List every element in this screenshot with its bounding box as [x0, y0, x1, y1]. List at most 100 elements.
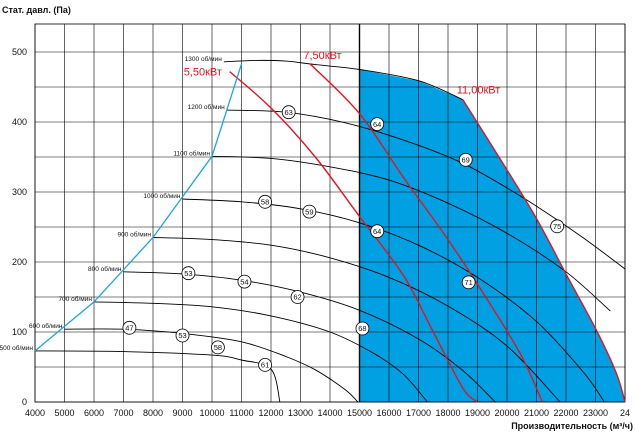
- y-tick-label: 500: [12, 47, 27, 57]
- marker-label: 53: [184, 269, 192, 278]
- x-tick-label: 16000: [376, 408, 401, 418]
- y-tick-label: 100: [12, 327, 27, 337]
- marker-label: 71: [464, 278, 472, 287]
- x-tick-label: 10000: [199, 408, 224, 418]
- x-tick-label: 11000: [229, 408, 253, 418]
- recommended-zone: [359, 69, 625, 402]
- marker-circle: [370, 117, 385, 131]
- marker-label: 47: [125, 324, 133, 333]
- speed-curve-label: 1100 об/мин: [173, 149, 210, 157]
- x-tick-label: 9000: [172, 408, 192, 418]
- speed-curve: [64, 328, 359, 403]
- y-tick-label: 400: [12, 117, 27, 127]
- x-tick-label: 7000: [113, 408, 133, 418]
- power-curve-label: 5,50кВт: [184, 67, 222, 79]
- marker-circle: [210, 340, 225, 355]
- marker-circle: [302, 204, 317, 219]
- efficiency-marker: 68: [355, 321, 370, 336]
- efficiency-marker: 53: [175, 328, 190, 343]
- marker-circle: [281, 105, 296, 120]
- marker-label: 61: [261, 361, 269, 370]
- efficiency-marker: 59: [302, 204, 317, 219]
- efficiency-marker: 47: [122, 320, 137, 335]
- x-tick-label: 8000: [143, 408, 163, 418]
- marker-label: 64: [373, 120, 381, 129]
- y-tick-label: 200: [12, 257, 27, 267]
- marker-label: 68: [358, 324, 366, 333]
- efficiency-marker: 63: [281, 105, 296, 120]
- marker-label: 58: [261, 198, 269, 207]
- speed-curve-label: 800 об/мин: [88, 265, 122, 273]
- marker-label: 64: [373, 227, 381, 236]
- marker-circle: [175, 328, 190, 343]
- speed-curve-label: 1200 об/мин: [188, 103, 226, 111]
- efficiency-marker: 61: [258, 357, 273, 372]
- marker-circle: [258, 194, 273, 209]
- speed-curve-label: 700 об/мин: [59, 295, 93, 303]
- marker-label: 54: [240, 277, 248, 286]
- x-tick-label: 13000: [288, 408, 313, 418]
- marker-label: 59: [305, 207, 313, 216]
- grid: [34, 23, 626, 403]
- speed-curve-label: 900 об/мин: [118, 231, 152, 239]
- marker-label: 53: [178, 331, 186, 340]
- x-tick-label: 17000: [406, 408, 431, 418]
- marker-circle: [370, 224, 385, 239]
- power-curve: [229, 71, 478, 403]
- marker-circle: [122, 320, 137, 335]
- power-curve-label: 11,00кВт: [457, 85, 501, 97]
- marker-circle: [237, 274, 252, 289]
- speed-curve: [152, 237, 561, 403]
- x-tick-label: 24: [620, 408, 630, 418]
- speed-curve-label: 500 об/мин: [0, 344, 33, 352]
- x-tick-label: 19000: [465, 408, 490, 418]
- marker-circle: [550, 219, 565, 234]
- marker-label: 62: [293, 293, 301, 302]
- efficiency-marker: 69: [458, 152, 473, 167]
- marker-circle: [290, 290, 305, 304]
- system-line: [34, 63, 243, 352]
- x-tick-label: 12000: [258, 408, 283, 418]
- x-tick-label: 5000: [54, 408, 74, 418]
- efficiency-marker: 58: [210, 340, 225, 355]
- efficiency-marker: 64: [370, 224, 385, 239]
- marker-circle: [181, 266, 196, 281]
- marker-label: 75: [553, 222, 561, 231]
- x-axis-title: Производительность (м³/ч): [511, 421, 633, 431]
- power-curve-label: 7,50кВт: [303, 50, 341, 62]
- marker-circle: [461, 275, 476, 290]
- power-curves: [229, 62, 626, 403]
- marker-label: 63: [285, 108, 293, 117]
- x-tick-label: 22000: [553, 408, 578, 418]
- x-tick-label: 20000: [494, 408, 519, 418]
- marker-label: 69: [462, 156, 470, 165]
- efficiency-marker: 54: [237, 274, 252, 289]
- speed-curve-label: 1300 об/мин: [185, 55, 223, 63]
- efficiency-marker: 53: [181, 266, 196, 281]
- efficiency-marker: 64: [370, 117, 385, 131]
- speed-curve-label: 600 об/мин: [29, 322, 63, 330]
- curve-labels: 500 об/мин 600 об/мин 700 об/мин 800 об/мин…: [0, 50, 500, 352]
- y-tick-label: 0: [22, 397, 27, 407]
- efficiency-marker: 58: [258, 194, 273, 209]
- speed-curve-label: 1000 об/мин: [143, 192, 181, 200]
- efficiency-marker: 62: [290, 290, 305, 304]
- x-tick-label: 4000: [25, 408, 45, 418]
- speed-curve: [34, 350, 281, 403]
- x-tick-label: 21000: [524, 408, 549, 418]
- speed-curve: [211, 155, 611, 312]
- axis-ticks: 4000 5000 6000 7000 8000 9000 10000 11000 12000 1…: [12, 47, 630, 418]
- efficiency-marker: 71: [461, 275, 476, 290]
- power-curve: [462, 99, 626, 403]
- marker-circle: [258, 357, 273, 372]
- x-tick-label: 18000: [435, 408, 460, 418]
- efficiency-marker: 75: [550, 219, 565, 234]
- marker-label: 58: [214, 343, 222, 352]
- system-line-layer: [34, 63, 243, 352]
- speed-curve: [223, 59, 463, 101]
- marker-circle: [458, 152, 473, 167]
- y-axis-title: Стат. давл. (Па): [2, 5, 71, 15]
- x-tick-label: 23000: [583, 408, 608, 418]
- x-tick-label: 15000: [347, 408, 372, 418]
